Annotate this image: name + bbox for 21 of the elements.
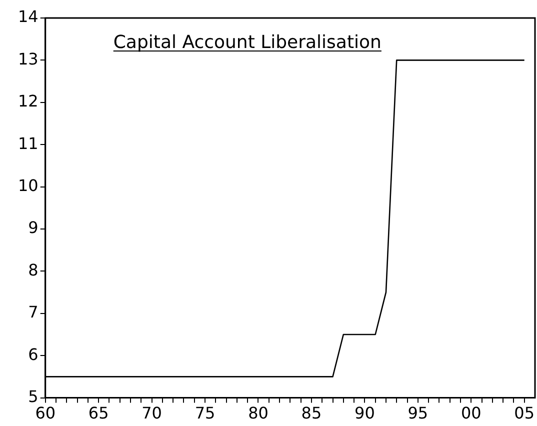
- y-tick-label: 7: [28, 302, 38, 322]
- x-tick-label: 75: [194, 404, 216, 423]
- y-tick-label: 8: [28, 260, 38, 280]
- y-tick-label: 9: [28, 218, 38, 238]
- y-tick-label: 11: [18, 134, 38, 153]
- text: Capital Account Liberalisation: [113, 32, 382, 53]
- y-tick-label: 5: [28, 386, 38, 406]
- x-tick-label: 65: [88, 404, 109, 423]
- y-tick-label: 14: [18, 7, 38, 26]
- y-tick-label: 6: [28, 344, 38, 364]
- x-tick-label: 85: [301, 404, 322, 423]
- x-tick-label: 00: [460, 404, 482, 423]
- x-tick-label: 70: [142, 404, 162, 423]
- x-tick-label: 95: [408, 404, 428, 423]
- x-tick-label: 60: [35, 404, 56, 423]
- x-tick-label: 80: [248, 404, 268, 423]
- y-tick-label: 10: [18, 176, 38, 195]
- y-tick-label: 13: [18, 49, 38, 68]
- x-tick-label: 90: [354, 404, 375, 423]
- y-tick-label: 12: [18, 92, 38, 111]
- x-tick-label: 05: [514, 404, 535, 423]
